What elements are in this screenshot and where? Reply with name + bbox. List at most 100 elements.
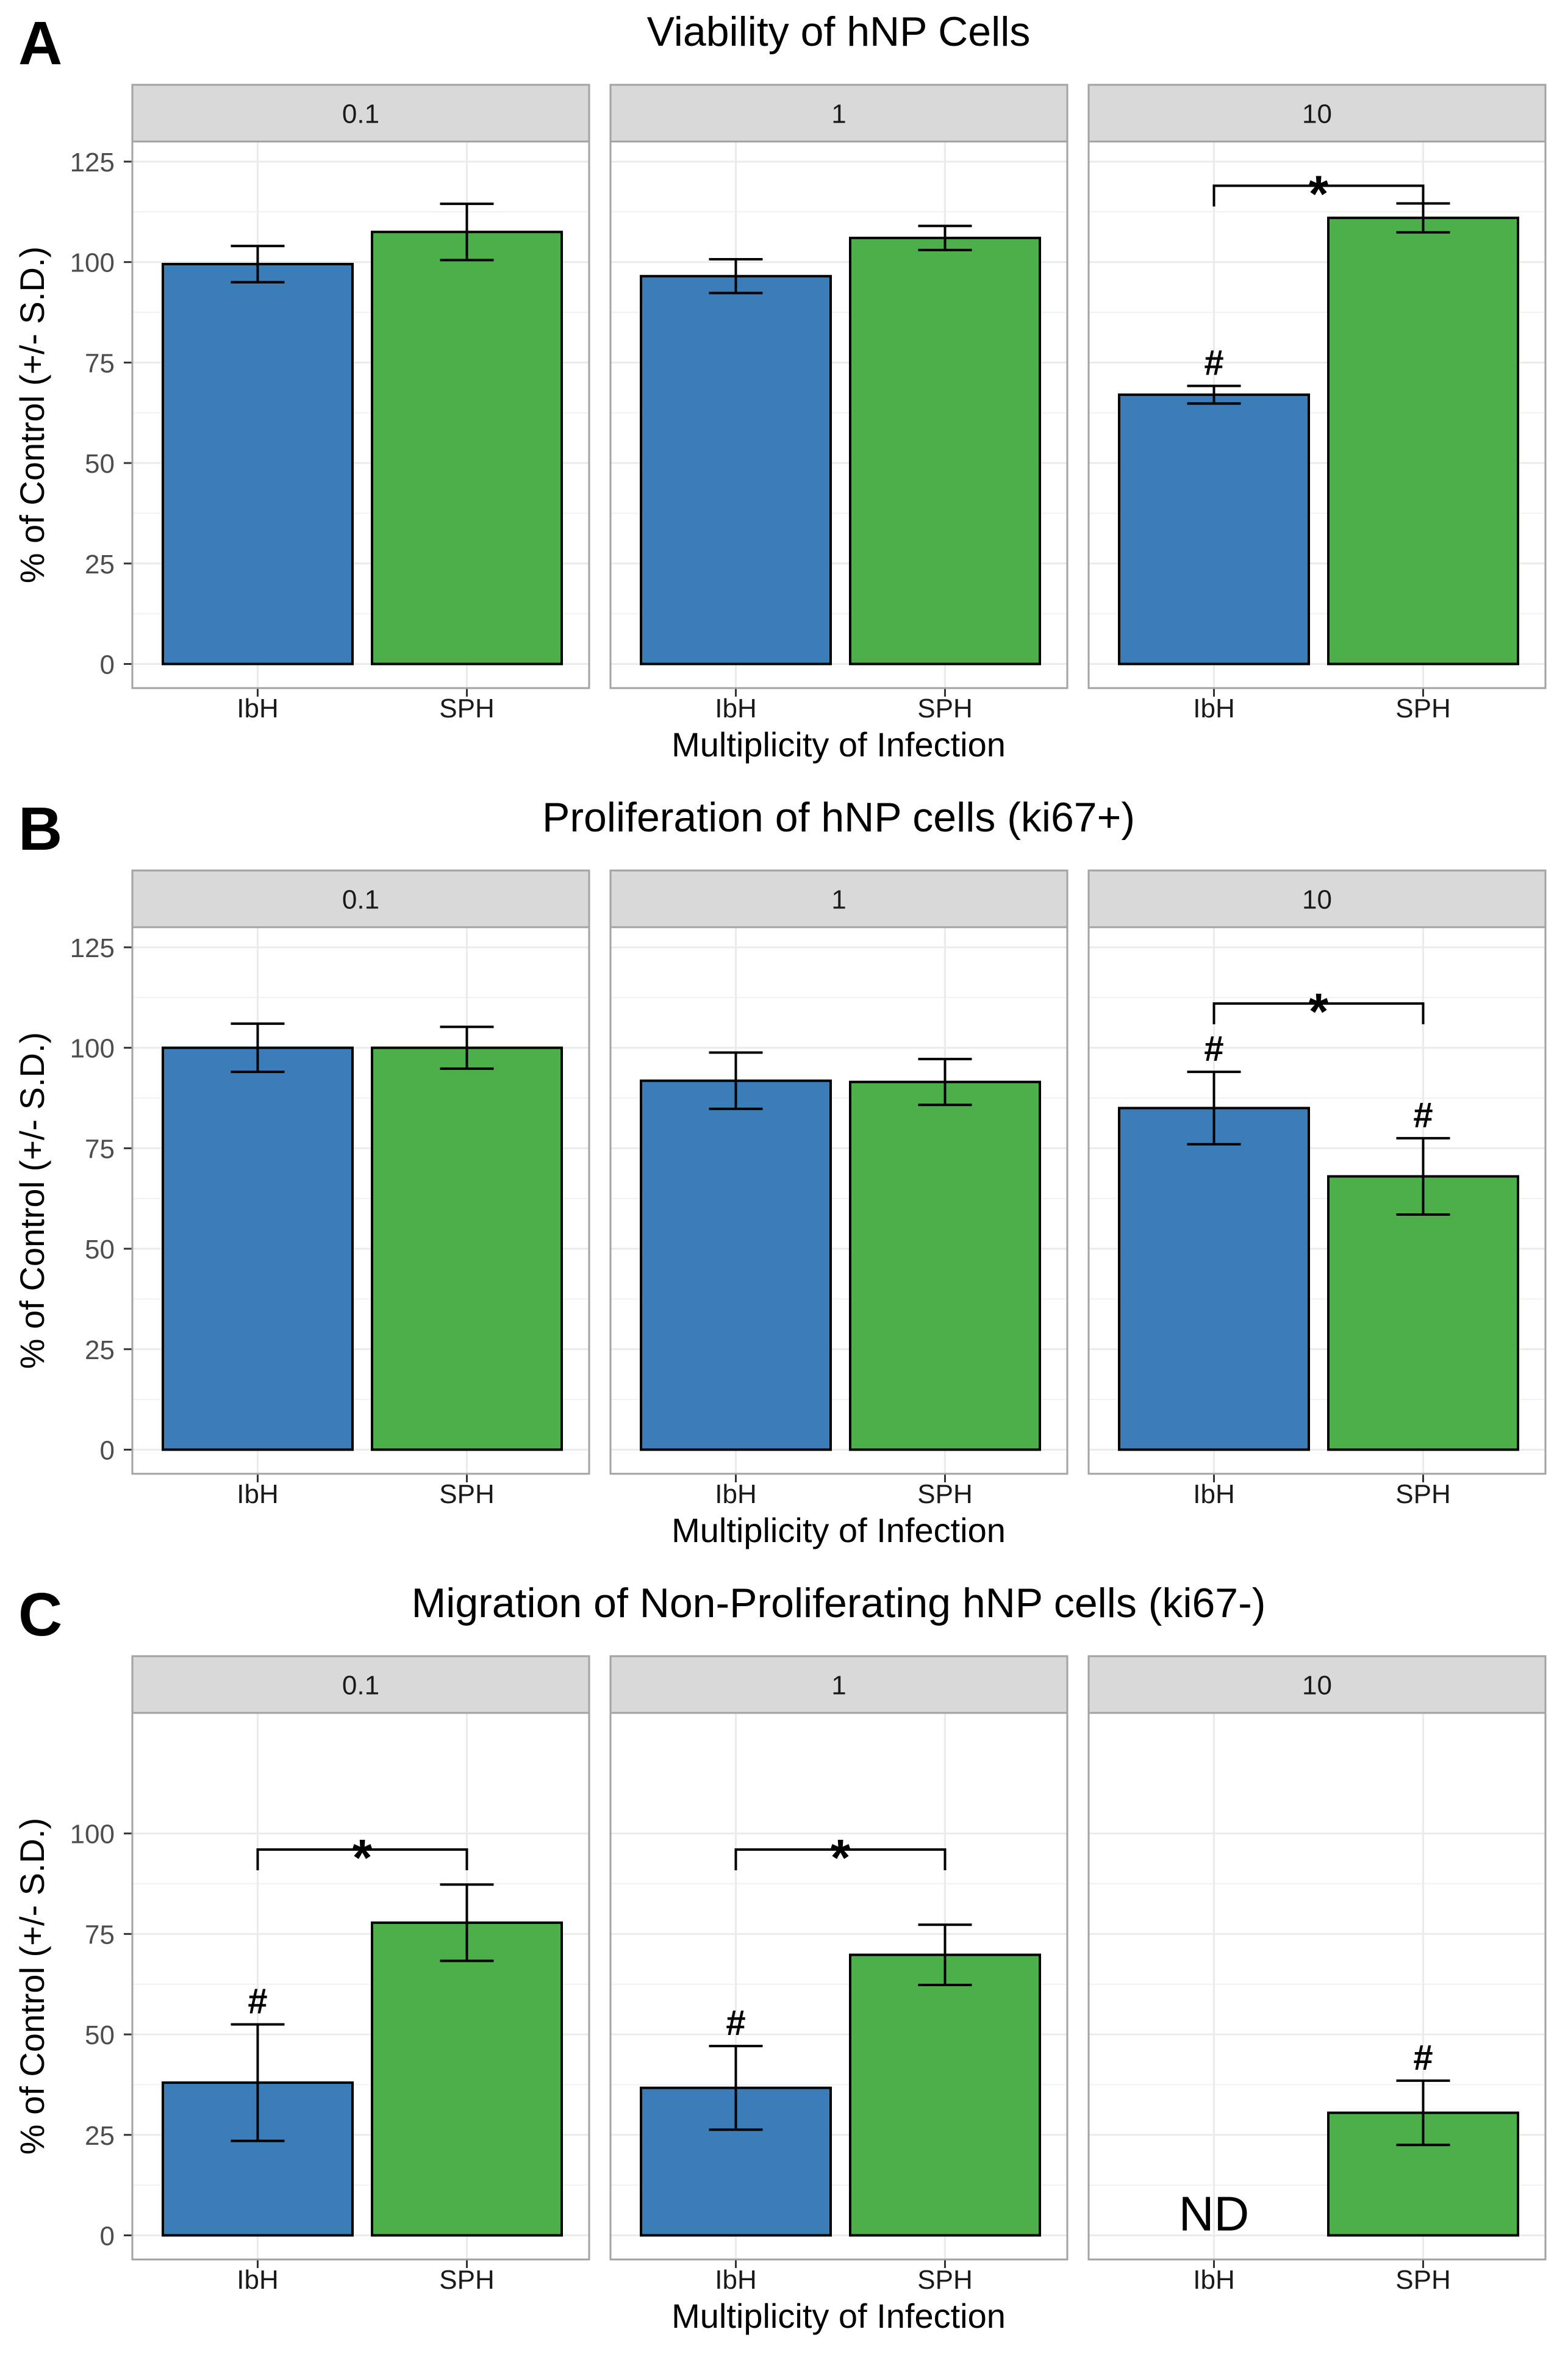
y-tick-label: 25 <box>85 2121 115 2151</box>
y-tick-label: 125 <box>70 148 115 178</box>
x-tick-label: IbH <box>715 1479 756 1509</box>
chart-title: Viability of hNP Cells <box>647 9 1031 55</box>
comparison-bracket <box>1212 1002 1425 1025</box>
facet-10: 10 # IbH SPH * <box>1087 84 1547 723</box>
y-axis-title: % of Control (+/- S.D.) <box>13 1818 51 2155</box>
facet-border <box>609 926 1069 1475</box>
facet-10: 10 ND IbH # SPH <box>1087 1655 1547 2295</box>
facet-strip <box>609 869 1069 928</box>
comparison-bracket <box>256 1848 468 1870</box>
bar-sph <box>849 237 1041 666</box>
x-tick-label: IbH <box>715 694 756 723</box>
facet-strip <box>1087 84 1547 143</box>
facet-border <box>131 140 590 689</box>
x-tick-label: SPH <box>917 694 972 723</box>
facet-border <box>1087 926 1547 1475</box>
y-axis-title: % of Control (+/- S.D.) <box>13 1032 51 1369</box>
facet-strip-label: 0.1 <box>342 99 379 129</box>
comparison-bracket <box>734 1848 947 1870</box>
y-axis-title: % of Control (+/- S.D.) <box>13 246 51 583</box>
x-tick-label: SPH <box>917 1479 972 1509</box>
facet-10: 10 # IbH # SPH * <box>1087 869 1547 1509</box>
bar-sph <box>371 1046 563 1451</box>
bar-sph <box>849 1080 1041 1451</box>
x-tick-label: IbH <box>715 2265 756 2295</box>
y-tick-label: 0 <box>100 2221 115 2251</box>
facet-0-1: 0.1 IbH SPH <box>131 84 590 723</box>
facet-strip <box>131 1655 590 1714</box>
y-tick-label: 50 <box>85 449 115 479</box>
y-tick-label: 125 <box>70 933 115 963</box>
facet-border <box>1087 140 1547 689</box>
facet-1: 1 IbH SPH <box>609 869 1069 1509</box>
facet-strip-label: 10 <box>1302 885 1332 915</box>
facet-0-1: 0.1 # IbH SPH * <box>131 1655 590 2295</box>
significance-mark: # <box>1413 1096 1433 1135</box>
bar-ibh <box>640 1079 832 1451</box>
facet-strip-label: 1 <box>831 99 846 129</box>
y-tick-label: 50 <box>85 2020 115 2050</box>
facet-strip-label: 1 <box>831 885 846 915</box>
facet-1: 1 IbH SPH <box>609 84 1069 723</box>
y-tick-label: 75 <box>85 1134 115 1164</box>
y-tick-label: 100 <box>70 248 115 278</box>
bar-ibh <box>162 262 354 666</box>
comparison-significance: * <box>1309 983 1329 1040</box>
significance-mark: # <box>248 1982 267 2022</box>
x-tick-label: SPH <box>1395 694 1450 723</box>
facet-strip-label: 0.1 <box>342 1671 379 1701</box>
facet-border <box>131 926 590 1475</box>
significance-mark: # <box>1204 343 1223 383</box>
facet-0-1: 0.1 IbH SPH <box>131 869 590 1509</box>
x-tick-label: SPH <box>1395 1479 1450 1509</box>
x-axis-title: Multiplicity of Infection <box>671 1511 1006 1549</box>
bar-ibh <box>162 1046 354 1451</box>
x-tick-label: SPH <box>917 2265 972 2295</box>
facet-border <box>1087 1712 1547 2261</box>
panel-letter: C <box>18 1581 62 1649</box>
bar-sph <box>371 1921 563 2237</box>
panel-letter: A <box>18 9 62 77</box>
y-tick-label: 0 <box>100 1435 115 1465</box>
y-tick-label: 0 <box>100 650 115 680</box>
y-tick-label: 100 <box>70 1820 115 1850</box>
bar-sph <box>1327 217 1519 666</box>
y-tick-label: 75 <box>85 348 115 378</box>
bar-ibh <box>640 275 832 666</box>
x-tick-label: SPH <box>439 694 494 723</box>
not-determined-label: ND <box>1179 2186 1250 2241</box>
chart-panel-b: Proliferation of hNP cells (ki67+) B % of … <box>13 794 1547 1549</box>
facet-strip-label: 1 <box>831 1671 846 1701</box>
facet-strip-label: 10 <box>1302 99 1332 129</box>
y-tick-label: 25 <box>85 1335 115 1365</box>
x-tick-label: IbH <box>1193 694 1234 723</box>
facet-strip <box>1087 869 1547 928</box>
x-tick-label: IbH <box>237 1479 278 1509</box>
facet-border <box>131 1712 590 2261</box>
x-axis-title: Multiplicity of Infection <box>671 725 1006 764</box>
bar-sph <box>849 1953 1041 2237</box>
comparison-significance: * <box>831 1829 851 1886</box>
y-tick-label: 100 <box>70 1034 115 1064</box>
comparison-significance: * <box>353 1829 373 1886</box>
y-tick-label: 75 <box>85 1920 115 1950</box>
facet-strip-label: 0.1 <box>342 885 379 915</box>
y-tick-label: 25 <box>85 550 115 580</box>
x-tick-label: IbH <box>237 694 278 723</box>
chart-panel-a: Viability of hNP Cells A % of Control (+/-… <box>13 9 1547 764</box>
x-tick-label: IbH <box>237 2265 278 2295</box>
facet-border <box>609 1712 1069 2261</box>
bar-sph <box>371 231 563 666</box>
bar-ibh <box>1118 1107 1310 1451</box>
bar-ibh <box>1118 393 1310 666</box>
x-tick-label: IbH <box>1193 1479 1234 1509</box>
x-tick-label: SPH <box>1395 2265 1450 2295</box>
y-tick-label: 50 <box>85 1235 115 1265</box>
comparison-significance: * <box>1309 165 1329 222</box>
bar-sph <box>1327 1175 1519 1451</box>
chart-panel-c: Migration of Non-Proliferating hNP cells… <box>13 1580 1547 2335</box>
facet-strip <box>131 869 590 928</box>
comparison-bracket <box>1212 184 1425 207</box>
x-axis-title: Multiplicity of Infection <box>671 2297 1006 2335</box>
panel-letter: B <box>18 795 62 863</box>
